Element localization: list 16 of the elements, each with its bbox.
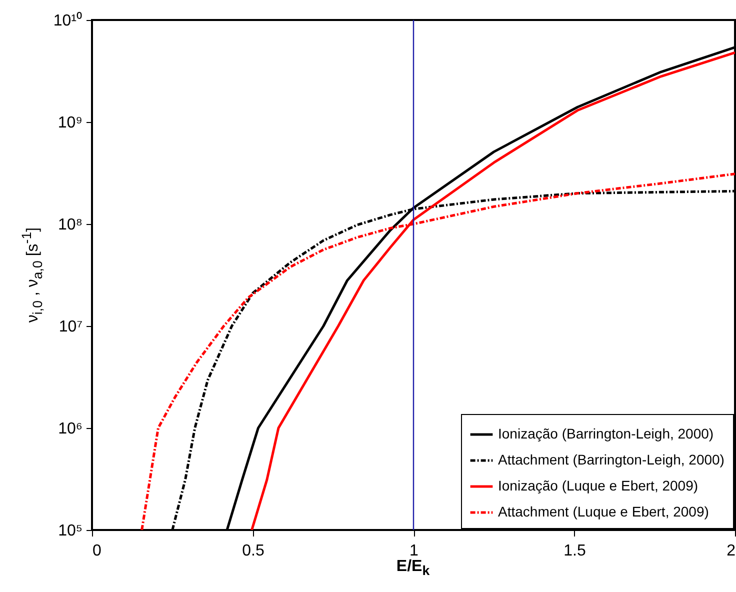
legend-label: Attachment (Barrington-Leigh, 2000) xyxy=(498,452,724,468)
legend-label: Ionização (Luque e Ebert, 2009) xyxy=(498,478,698,494)
y-tick-label: 10⁹ xyxy=(58,114,82,132)
y-tick-label: 10⁵ xyxy=(58,522,82,540)
legend-label: Attachment (Luque e Ebert, 2009) xyxy=(498,504,709,520)
y-tick-label: 10⁶ xyxy=(58,420,82,438)
y-tick-label: 10⁷ xyxy=(58,318,83,336)
y-tick-label: 10⁸ xyxy=(58,216,82,234)
legend-label: Ionização (Barrington-Leigh, 2000) xyxy=(498,426,714,442)
x-tick-label: 1 xyxy=(410,542,419,560)
x-axis-title: E/E$_{k}$ xyxy=(396,558,430,578)
x-tick-label: 0.5 xyxy=(242,542,264,560)
x-tick-label: 2 xyxy=(726,542,736,560)
y-tick-label: 10¹⁰ xyxy=(53,12,82,30)
x-tick-label: 1.5 xyxy=(564,542,586,560)
x-tick-label: 0 xyxy=(92,542,102,560)
